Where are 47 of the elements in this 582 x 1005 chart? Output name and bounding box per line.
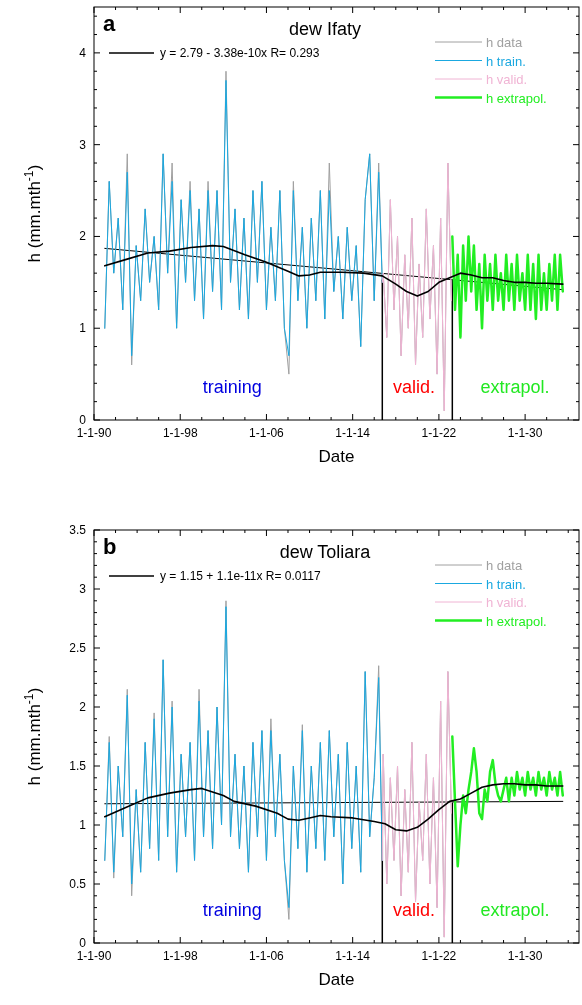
x-tick-label: 1-1-14 — [335, 426, 371, 440]
y-tick-label: 3 — [79, 582, 87, 596]
legend-label: h data — [486, 558, 523, 573]
legend-label: h extrapol. — [486, 90, 547, 106]
annotation: a — [103, 11, 116, 36]
annotation: b — [103, 534, 117, 559]
y-tick-label: 0 — [79, 413, 87, 427]
x-tick-label: 1-1-90 — [76, 949, 112, 963]
x-tick-label: 1-1-30 — [507, 949, 543, 963]
legend-label: h data — [486, 35, 523, 50]
y-tick-label: 1 — [79, 818, 87, 832]
legend-label: y = 1.15 + 1.1e-11x R= 0.0117 — [160, 569, 321, 583]
x-tick-label: 1-1-90 — [76, 426, 112, 440]
y-tick-label: 2.5 — [69, 641, 87, 655]
x-tick-label: 1-1-22 — [421, 949, 457, 963]
legend-label: h train. — [486, 53, 526, 69]
y-tick-label: 0 — [79, 936, 87, 950]
y-tick-label: 0.5 — [69, 877, 87, 891]
x-axis-title: Date — [318, 970, 355, 989]
annotation: valid. — [393, 899, 436, 920]
x-tick-label: 1-1-14 — [335, 949, 371, 963]
x-tick-label: 1-1-06 — [249, 949, 285, 963]
y-tick-label: 2 — [79, 229, 87, 244]
y-tick-label: 1.5 — [69, 759, 87, 773]
x-axis-title: Date — [318, 447, 355, 466]
y-tick-label: 3 — [79, 137, 87, 152]
legend-label: h train. — [486, 576, 526, 592]
legend-label: h valid. — [486, 72, 528, 87]
annotation: training — [202, 376, 262, 397]
legend-label: h extrapol. — [486, 613, 547, 629]
annotation: valid. — [393, 376, 436, 397]
annotation: extrapol. — [480, 899, 550, 920]
y-tick-label: 4 — [79, 45, 87, 60]
annotation: extrapol. — [480, 376, 550, 397]
y-tick-label: 1 — [79, 321, 87, 336]
y-tick-label: 3.5 — [69, 523, 87, 537]
x-tick-label: 1-1-98 — [162, 426, 198, 440]
x-tick-label: 1-1-30 — [507, 426, 543, 440]
annotation: training — [202, 899, 262, 920]
legend-label: h valid. — [486, 595, 528, 610]
x-tick-label: 1-1-06 — [249, 426, 285, 440]
y-tick-label: 2 — [79, 700, 87, 714]
x-tick-label: 1-1-22 — [421, 426, 457, 440]
legend-label: y = 2.79 - 3.38e-10x R= 0.293 — [160, 46, 320, 60]
x-tick-label: 1-1-98 — [162, 949, 198, 963]
text: dew Toliara — [279, 542, 372, 562]
text: dew Ifaty — [288, 19, 362, 39]
